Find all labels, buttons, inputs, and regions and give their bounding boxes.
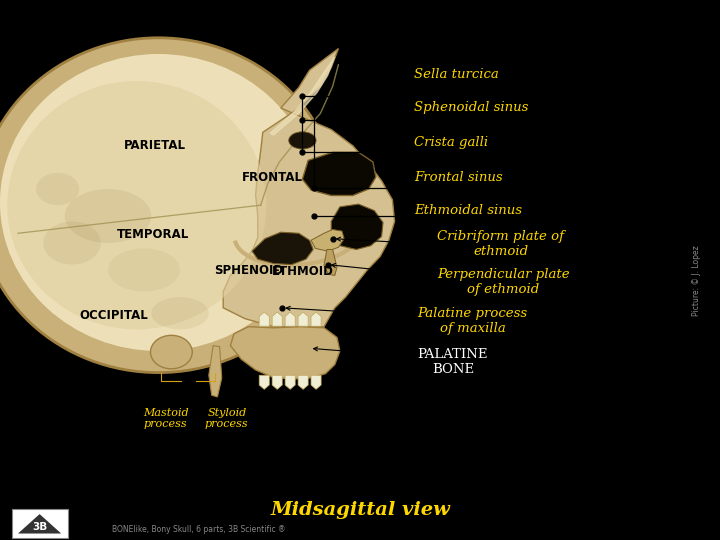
Polygon shape [18,514,61,534]
Polygon shape [209,346,222,397]
Ellipse shape [150,335,192,369]
Text: PARIETAL: PARIETAL [124,139,186,152]
Ellipse shape [289,132,316,149]
Text: SPHENOID: SPHENOID [214,264,283,276]
Polygon shape [302,152,376,195]
Polygon shape [270,57,335,135]
Text: Styloid
process: Styloid process [205,408,248,429]
Ellipse shape [7,81,266,329]
Ellipse shape [108,248,180,292]
Ellipse shape [36,173,79,205]
Text: TEMPORAL: TEMPORAL [117,228,189,241]
Polygon shape [285,375,295,389]
Text: 3B: 3B [32,522,48,531]
Text: Cribriform plate of
ethmoid: Cribriform plate of ethmoid [437,230,564,258]
Polygon shape [311,375,321,389]
Polygon shape [252,232,313,265]
Text: Ethmoidal sinus: Ethmoidal sinus [414,204,522,217]
Polygon shape [259,312,269,326]
Text: Perpendicular plate
of ethmoid: Perpendicular plate of ethmoid [437,268,570,296]
Text: Midsagittal view: Midsagittal view [270,501,450,519]
Polygon shape [311,312,321,326]
Text: Crista galli: Crista galli [414,136,488,148]
Text: Sphenoidal sinus: Sphenoidal sinus [414,102,528,114]
Text: Frontal sinus: Frontal sinus [414,171,503,184]
Text: Palatine process
of maxilla: Palatine process of maxilla [418,307,528,335]
Text: Picture: © J. Lopez: Picture: © J. Lopez [693,245,701,316]
Ellipse shape [0,54,317,351]
Text: Mastoid
process: Mastoid process [143,408,189,429]
Text: FRONTAL: FRONTAL [242,171,302,184]
Text: PALATINE
BONE: PALATINE BONE [418,348,488,376]
Text: BONElike, Bony Skull, 6 parts, 3B Scientific ®: BONElike, Bony Skull, 6 parts, 3B Scient… [112,525,285,534]
Polygon shape [298,312,308,326]
Polygon shape [311,230,344,251]
Polygon shape [298,375,308,389]
Polygon shape [272,375,282,389]
Text: Sella turcica: Sella turcica [414,68,499,81]
Ellipse shape [0,38,338,373]
Polygon shape [285,312,295,326]
Ellipse shape [151,297,209,329]
Polygon shape [259,375,269,389]
Polygon shape [223,49,395,327]
Polygon shape [331,204,383,249]
Ellipse shape [65,189,151,243]
Polygon shape [230,327,340,379]
Polygon shape [272,312,282,326]
FancyBboxPatch shape [12,509,68,538]
Text: ETHMOID: ETHMOID [271,265,333,278]
Text: OCCIPITAL: OCCIPITAL [79,309,148,322]
Polygon shape [324,249,337,275]
Ellipse shape [43,221,101,265]
